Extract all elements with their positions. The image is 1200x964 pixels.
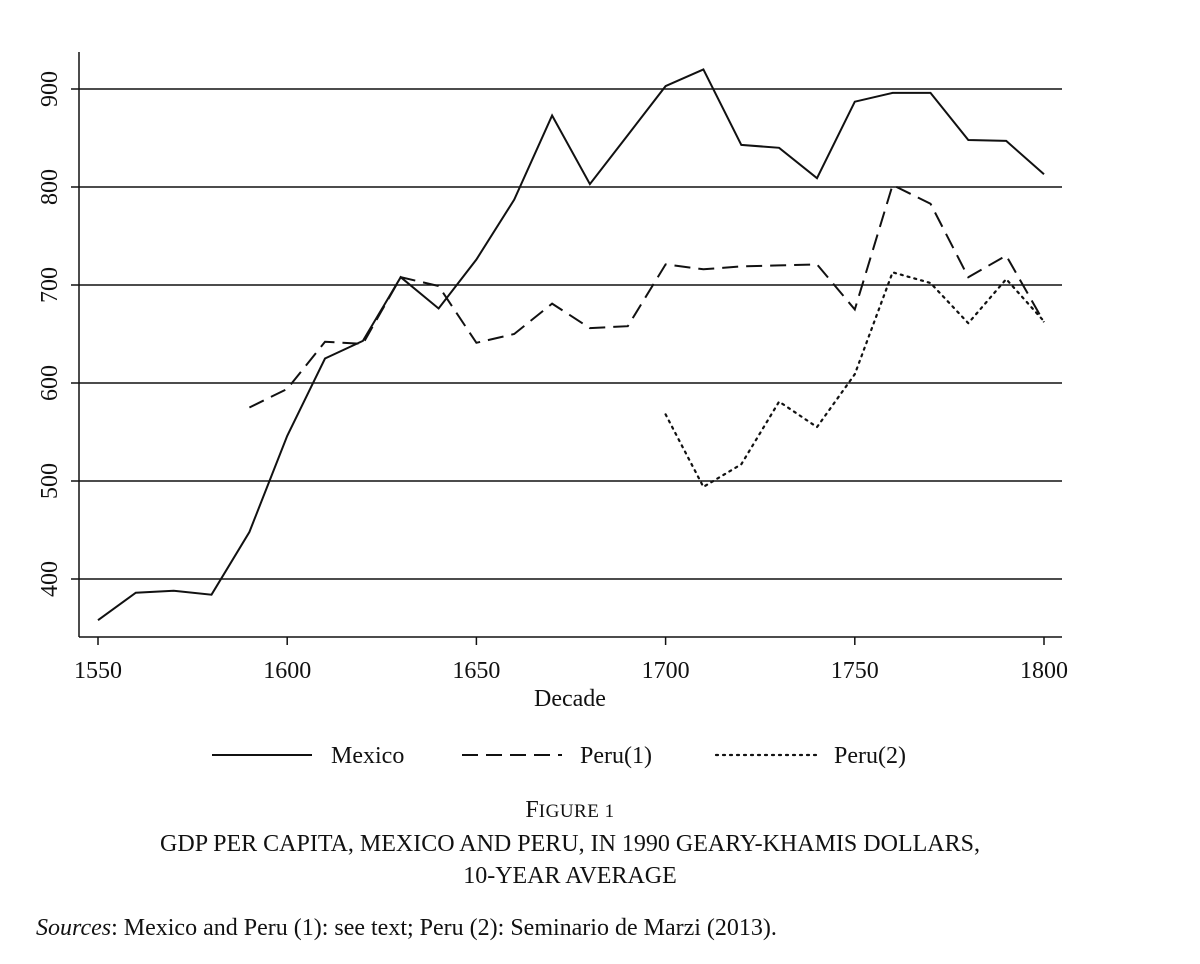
figure-title-line-1: GDP PER CAPITA, MEXICO AND PERU, IN 1990… <box>160 831 980 857</box>
y-tick-label-700: 700 <box>37 267 63 303</box>
legend-label-peru-2: Peru(2) <box>834 743 906 769</box>
sources-label: Sources <box>36 915 112 941</box>
legend-label-peru-1: Peru(1) <box>580 743 652 769</box>
figure-label: FIGURE 1 <box>0 794 1140 828</box>
sources-note: Sources: Mexico and Peru (1): see text; … <box>36 912 777 944</box>
series-line-peru-2 <box>664 270 1046 489</box>
y-tick-label-600: 600 <box>37 365 63 401</box>
x-axis-title: Decade <box>534 686 606 712</box>
figure-label-first: F <box>525 797 539 823</box>
series-layer <box>97 68 1046 622</box>
legend: Mexico Peru(1) Peru(2) <box>212 743 906 769</box>
x-tick-label-1700: 1700 <box>642 658 690 684</box>
series-line-mexico <box>97 68 1045 622</box>
sources-text: : Mexico and Peru (1): see text; Peru (2… <box>111 915 777 941</box>
axes <box>78 52 1062 638</box>
y-tick-label-500: 500 <box>37 463 63 499</box>
x-tick-label-1750: 1750 <box>831 658 879 684</box>
y-tick-label-900: 900 <box>37 71 63 107</box>
x-ticks: 1550 1600 1650 1700 1750 1800 <box>74 637 1068 684</box>
y-tick-label-400: 400 <box>37 561 63 597</box>
gridlines <box>79 88 1062 580</box>
x-tick-label-1800: 1800 <box>1020 658 1068 684</box>
x-tick-label-1650: 1650 <box>452 658 500 684</box>
x-tick-label-1600: 1600 <box>263 658 311 684</box>
series-line-peru-1 <box>248 183 1045 409</box>
figure-label-rest: IGURE 1 <box>538 801 615 822</box>
y-tick-label-800: 800 <box>37 169 63 205</box>
figure-title-line-2: 10-YEAR AVERAGE <box>463 863 677 889</box>
line-chart: 1550 1600 1650 1700 1750 1800 400 500 600 700 800… <box>37 52 1068 769</box>
y-ticks: 400 500 600 700 800 900 <box>37 71 79 597</box>
legend-label-mexico: Mexico <box>331 743 404 769</box>
x-tick-label-1550: 1550 <box>74 658 122 684</box>
